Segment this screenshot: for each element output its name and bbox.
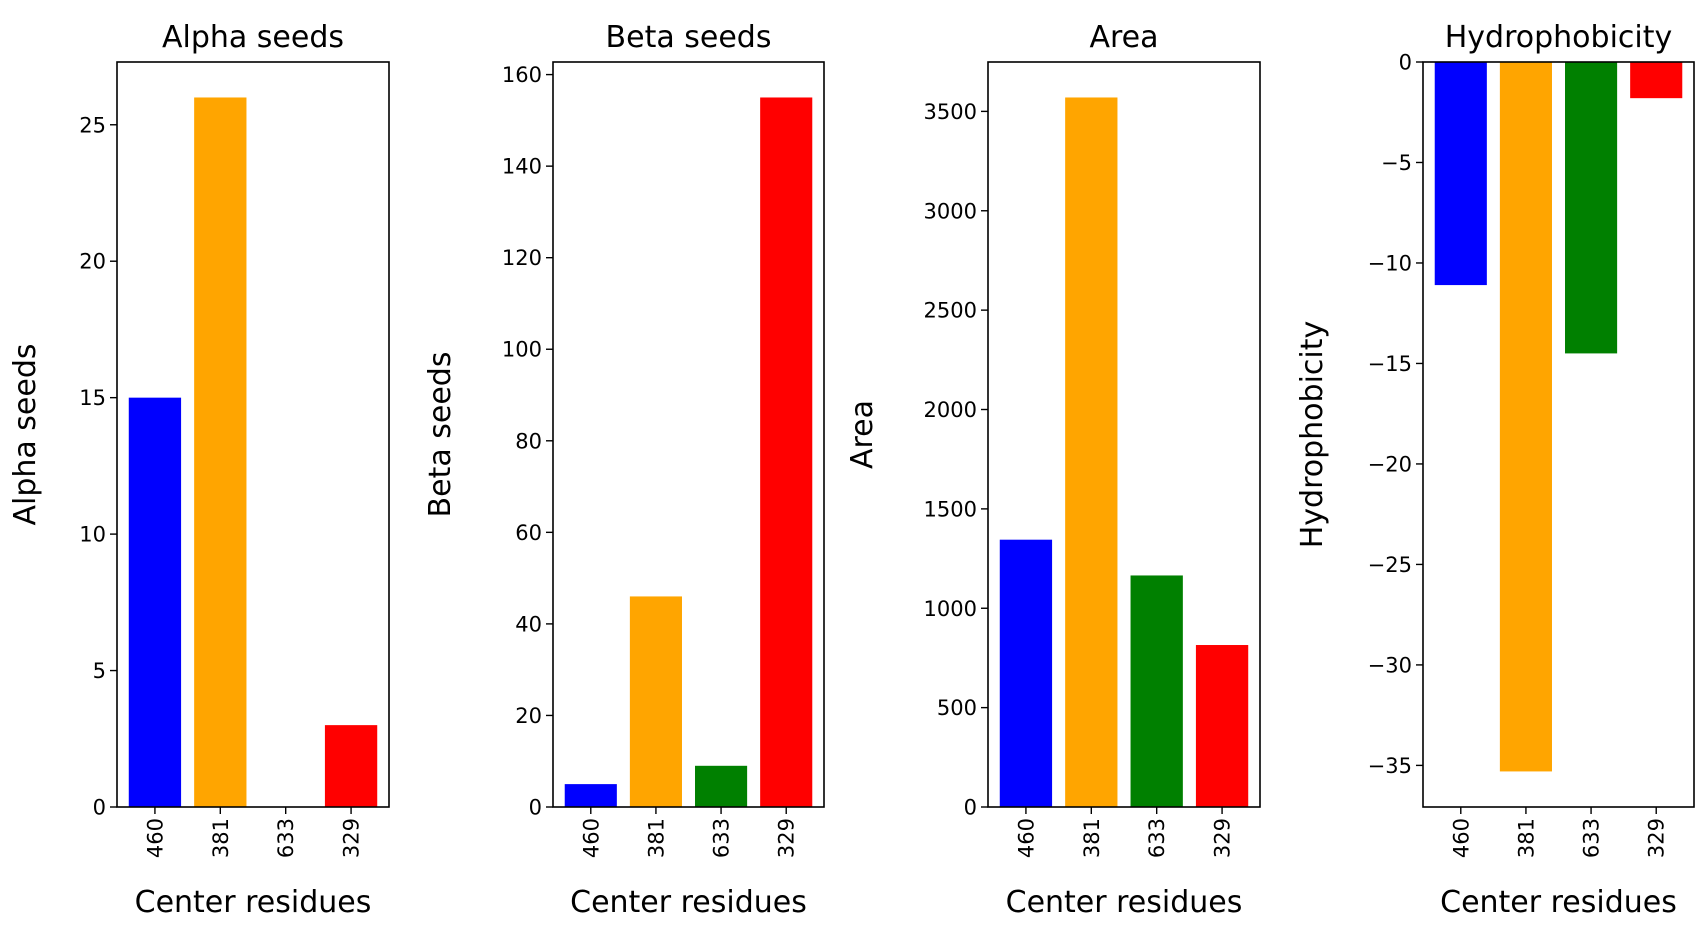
y-axis-label: Alpha seeds (8, 343, 43, 525)
y-tick-label: −15 (1368, 352, 1412, 376)
x-tick-label: 633 (1580, 818, 1604, 858)
y-tick-label: −5 (1381, 151, 1412, 175)
bar-460 (1434, 62, 1487, 286)
y-tick-label: 15 (79, 386, 106, 410)
y-tick-label: 20 (515, 704, 542, 728)
y-tick-label: 160 (502, 63, 542, 87)
x-tick-label: 633 (1145, 818, 1169, 858)
y-tick-label: 120 (502, 246, 542, 270)
bar-329 (1630, 62, 1683, 99)
y-tick-label: 1000 (924, 597, 977, 621)
bar-329 (760, 97, 813, 808)
y-tick-label: 0 (964, 796, 977, 820)
y-tick-label: 1500 (924, 497, 977, 521)
x-tick-label: 329 (775, 818, 799, 858)
x-tick-label: 381 (209, 818, 233, 858)
subplot-1: 0 5 10 15 20 25 460 381 633 329 Alpha seeds Center … (8, 20, 390, 920)
x-tick-label: 329 (340, 818, 364, 858)
x-tick-label: 460 (143, 818, 167, 858)
y-tick-label: 0 (1399, 51, 1412, 75)
x-tick-label: 633 (274, 818, 298, 858)
subplot-2: 0 20 40 60 80 100 120 140 160 460 381 633 329 Beta se… (423, 20, 825, 920)
bar-460 (128, 397, 182, 807)
y-tick-label: 2000 (924, 398, 977, 422)
y-tick-label: −20 (1368, 452, 1412, 476)
y-tick-label: 60 (515, 521, 542, 545)
plot-frame (987, 61, 1261, 808)
x-tick-label: 460 (1449, 818, 1473, 858)
y-tick-label: 140 (502, 155, 542, 179)
subplot-title: Hydrophobicity (1445, 20, 1673, 55)
plot-frame (1422, 61, 1695, 808)
y-tick-label: 10 (79, 523, 106, 547)
subplot-title: Beta seeds (606, 20, 772, 55)
x-axis-label: Center residues (1006, 885, 1243, 920)
x-axis-label: Center residues (1440, 885, 1677, 920)
plot-frame (552, 61, 825, 808)
x-tick-label: 460 (579, 818, 603, 858)
y-tick-label: 40 (515, 612, 542, 636)
y-tick-label: −35 (1368, 754, 1412, 778)
bar-381 (1065, 97, 1118, 808)
x-tick-label: 381 (1080, 818, 1104, 858)
x-tick-label: 329 (1645, 818, 1669, 858)
y-tick-label: 0 (529, 796, 542, 820)
y-tick-label: 500 (937, 696, 977, 720)
y-tick-label: 3500 (924, 100, 977, 124)
x-axis-label: Center residues (135, 885, 372, 920)
y-axis-label: Area (845, 400, 880, 469)
bar-329 (1195, 645, 1249, 807)
x-tick-label: 381 (644, 818, 668, 858)
bar-381 (629, 596, 682, 807)
bar-329 (324, 725, 378, 807)
y-axis-label: Hydrophobicity (1295, 321, 1330, 549)
y-tick-label: −30 (1368, 653, 1412, 677)
y-tick-label: −25 (1368, 553, 1412, 577)
x-tick-label: 460 (1014, 818, 1038, 858)
bar-460 (564, 784, 617, 807)
y-tick-label: 20 (79, 250, 106, 274)
y-tick-label: 25 (79, 113, 106, 137)
y-tick-label: −10 (1368, 251, 1412, 275)
y-tick-label: 0 (93, 796, 106, 820)
x-axis-label: Center residues (570, 885, 807, 920)
bar-633 (1130, 575, 1183, 807)
y-axis-label: Beta seeds (423, 352, 458, 518)
x-tick-label: 381 (1514, 818, 1538, 858)
y-tick-label: 2500 (924, 299, 977, 323)
x-tick-label: 633 (710, 818, 734, 858)
y-tick-label: 80 (515, 429, 542, 453)
bar-460 (999, 539, 1053, 807)
bar-381 (1499, 62, 1552, 772)
bar-633 (695, 765, 748, 807)
subplot-4: 0 −5 −10 −15 −20 −25 −30 −35 460 381 633 329 Hydroph… (1295, 20, 1695, 920)
y-tick-label: 100 (502, 338, 542, 362)
bar-381 (194, 97, 247, 808)
subplot-title: Alpha seeds (162, 20, 344, 55)
x-tick-label: 329 (1211, 818, 1235, 858)
plot-frame (116, 61, 390, 808)
subplot-3: 0 500 1000 1500 2000 2500 3000 3500 460 381 633 329… (845, 20, 1261, 920)
bar-633 (1565, 62, 1618, 354)
y-tick-label: 3000 (924, 199, 977, 223)
subplot-title: Area (1089, 20, 1158, 55)
y-tick-label: 5 (93, 659, 106, 683)
